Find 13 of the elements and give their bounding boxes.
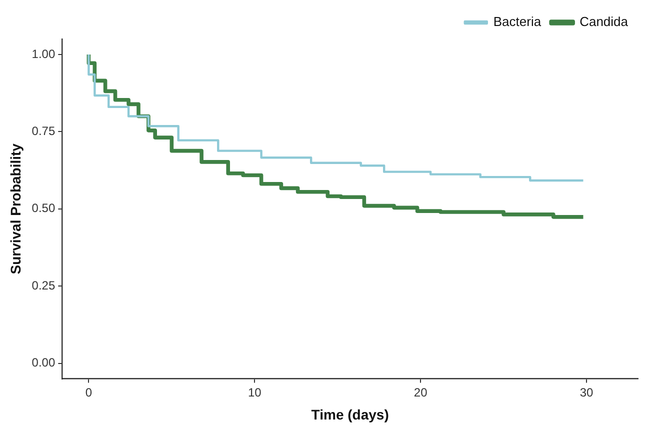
legend-label: Candida: [580, 14, 629, 30]
x-axis-title: Time (days): [311, 406, 389, 422]
y-tick-label: 0.00: [32, 356, 56, 370]
y-tick-label: 0.75: [32, 124, 56, 138]
legend-label: Bacteria: [493, 14, 542, 30]
x-tick-label: 10: [248, 385, 262, 400]
y-tick-label: 1.00: [32, 46, 56, 61]
x-tick-label: 20: [414, 385, 428, 400]
x-tick-label: 30: [580, 385, 594, 400]
y-axis-title: Survival Probability: [7, 143, 24, 274]
y-tick-label: 0.25: [32, 278, 56, 292]
x-tick-label: 0: [85, 385, 92, 400]
y-tick-label: 0.50: [32, 201, 56, 216]
